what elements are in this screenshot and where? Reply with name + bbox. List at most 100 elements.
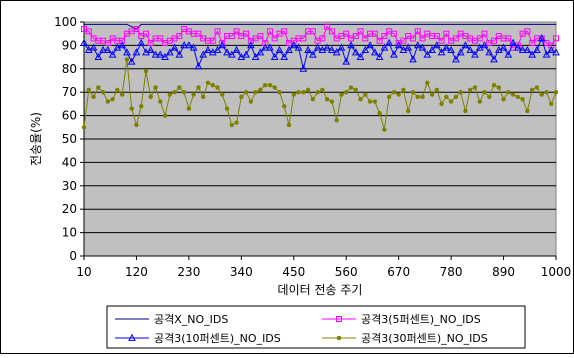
data-point	[143, 68, 149, 74]
series-1	[84, 23, 556, 30]
data-point	[504, 50, 513, 58]
data-point	[547, 45, 556, 53]
data-point	[439, 101, 444, 107]
y-tick-label: 40	[62, 155, 77, 169]
data-point	[180, 41, 188, 49]
data-point	[129, 106, 134, 111]
data-point	[118, 41, 126, 49]
data-point	[418, 43, 427, 51]
data-point	[363, 92, 368, 97]
data-point	[281, 103, 287, 109]
data-point	[157, 35, 164, 42]
data-point	[156, 50, 165, 58]
data-point	[414, 28, 421, 35]
data-point	[477, 99, 482, 104]
data-point	[496, 85, 502, 90]
data-point	[134, 122, 139, 128]
data-point	[299, 64, 308, 72]
data-point	[172, 89, 177, 95]
x-tick-label: 120	[125, 265, 148, 279]
data-point	[328, 45, 336, 53]
data-point	[234, 120, 239, 125]
data-point	[433, 33, 440, 40]
data-point	[224, 106, 230, 111]
data-point	[275, 45, 284, 53]
data-point	[300, 35, 307, 42]
data-point	[266, 28, 273, 35]
data-point	[218, 41, 227, 49]
data-point	[553, 89, 559, 95]
series-layer	[80, 23, 560, 132]
data-point	[227, 50, 236, 58]
data-point	[110, 96, 115, 102]
data-point	[361, 45, 370, 53]
data-point	[537, 34, 546, 42]
data-point	[132, 48, 141, 56]
y-tick-label: 90	[62, 38, 77, 52]
data-point	[371, 30, 378, 37]
data-point	[229, 122, 235, 128]
x-tick-label: 450	[282, 265, 305, 279]
data-point	[309, 50, 317, 58]
data-point	[324, 23, 331, 30]
data-point	[428, 45, 436, 53]
data-point	[491, 37, 498, 44]
data-point	[239, 94, 244, 100]
y-tick-label: 70	[62, 85, 77, 99]
data-point	[533, 45, 541, 53]
data-point	[181, 89, 187, 95]
data-point	[466, 45, 475, 53]
data-point	[458, 89, 463, 95]
data-point	[467, 87, 473, 93]
data-point	[319, 35, 326, 42]
data-point	[409, 35, 416, 42]
y-axis-label: 전송율(%)	[29, 112, 43, 166]
data-point	[548, 101, 554, 107]
data-point	[356, 52, 365, 60]
y-tick-label: 100	[54, 15, 77, 29]
data-point	[358, 96, 363, 102]
x-axis-label: 데이터 전송 주기	[278, 283, 363, 297]
data-point	[242, 50, 250, 58]
data-point	[510, 92, 516, 97]
data-point	[251, 52, 260, 60]
data-point	[315, 89, 320, 95]
data-point	[413, 41, 422, 49]
data-point	[209, 37, 216, 44]
data-point	[91, 94, 96, 100]
data-point	[127, 57, 136, 65]
data-point	[405, 108, 411, 114]
data-point	[381, 33, 388, 40]
series-line	[84, 23, 556, 30]
data-point	[243, 30, 250, 37]
data-point	[191, 92, 196, 97]
x-tick-label: 890	[492, 265, 515, 279]
data-point	[123, 48, 131, 56]
data-point	[186, 106, 192, 111]
x-tick-label: 780	[440, 265, 463, 279]
data-point	[313, 43, 322, 51]
data-point	[261, 43, 270, 51]
data-point	[528, 50, 536, 58]
data-point	[281, 28, 288, 35]
data-point	[165, 48, 174, 56]
data-point	[509, 38, 517, 46]
data-point	[491, 82, 497, 88]
data-point	[471, 50, 479, 58]
data-point	[377, 111, 382, 116]
data-point	[247, 41, 255, 49]
data-point	[380, 43, 389, 51]
data-point	[404, 43, 413, 51]
data-point	[305, 87, 311, 93]
x-tick-label: 560	[335, 265, 358, 279]
data-point	[410, 89, 416, 95]
data-point	[80, 38, 88, 46]
data-point	[481, 30, 488, 37]
data-point	[148, 94, 153, 100]
data-point	[324, 96, 330, 102]
x-tick-label: 670	[387, 265, 410, 279]
data-point	[232, 45, 241, 53]
legend-item: 공격X_NO_IDS	[115, 313, 228, 326]
data-point	[285, 45, 293, 53]
data-point	[220, 92, 225, 97]
